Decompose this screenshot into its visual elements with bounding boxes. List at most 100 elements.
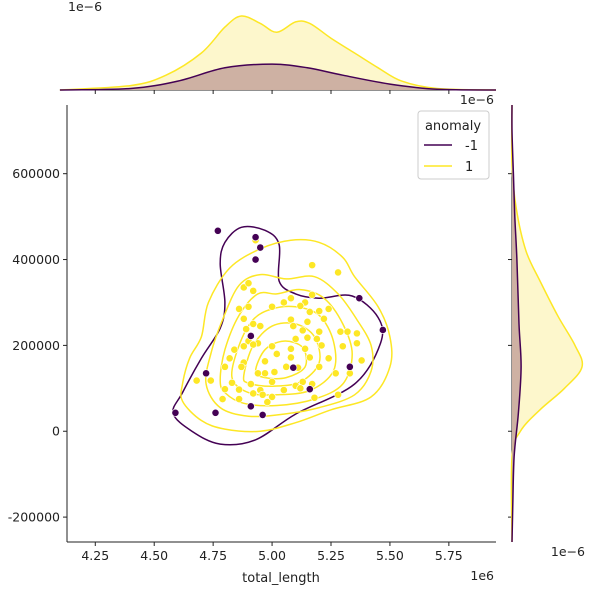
scatter-point-neg (246, 402, 255, 411)
main-axes: 4.25 4.50 4.75 5.00 5.25 5.50 5.75 -200000 0 2000… (8, 105, 496, 563)
kde-contour-neg (172, 225, 384, 446)
scatter-point-pos (303, 333, 312, 342)
top-marginal-fill-pos (59, 15, 497, 90)
scatter-point-pos (268, 302, 276, 311)
scatter-point-pos (244, 279, 253, 288)
kde-contour-pos (242, 322, 321, 387)
scatter-point-pos (310, 393, 319, 402)
scatter-point-pos (315, 307, 324, 315)
scatter-point-pos (279, 386, 288, 394)
scatter-point-pos (256, 322, 265, 330)
legend-entry-neg: -1 (465, 139, 478, 154)
scatter-point-pos (282, 362, 291, 371)
scatter-point-neg (211, 408, 220, 417)
legend: anomaly -1 1 (417, 110, 490, 180)
top-marginal-curve-pos (59, 15, 497, 91)
scatter-point-pos (308, 261, 317, 270)
scatter-point-pos (258, 390, 267, 399)
scatter-point-pos (343, 327, 352, 336)
scatter-point-pos (287, 344, 295, 353)
scatter-point-pos (291, 335, 300, 343)
legend-entry-pos: 1 (465, 160, 473, 175)
main-scatter-panel: 4.25 4.50 4.75 5.00 5.25 5.50 5.75 -200000 0 2000… (8, 105, 496, 563)
scatter-point-pos (324, 354, 333, 363)
scatter-point-pos (206, 376, 215, 385)
scatter-point-neg (202, 369, 210, 378)
scatter-point-pos (303, 317, 312, 326)
scatter-point-pos (239, 314, 248, 323)
scatter-point-pos (353, 339, 361, 348)
scatter-point-neg (258, 411, 267, 419)
scatter-point-pos (263, 398, 272, 406)
scatter-point-pos (268, 377, 276, 386)
scatter-point-pos (249, 389, 258, 398)
scatter-point-pos (336, 327, 345, 336)
scatter-point-pos (289, 322, 298, 330)
scatter-point-pos (272, 350, 281, 358)
scatter-point-pos (298, 377, 307, 386)
scatter-point-pos (249, 286, 258, 295)
x-tick-label: 5.50 (376, 548, 404, 563)
scatter-point-pos (345, 369, 354, 378)
scatter-point-pos (270, 368, 279, 376)
scatter-point-pos (230, 345, 239, 354)
scatter-point-pos (287, 315, 295, 324)
scatter-point-pos (242, 325, 251, 333)
x-axis-label: total_length (242, 571, 320, 586)
scatter-point-pos (338, 342, 347, 351)
scatter-point-pos (315, 327, 324, 336)
x-tick-label: 5.00 (258, 548, 286, 563)
scatter-point-pos (353, 329, 361, 338)
legend-box (417, 110, 490, 180)
scatter-point-pos (225, 354, 234, 363)
scatter-point-pos (287, 353, 295, 362)
scatter-point-pos (268, 393, 276, 401)
scatter-point-pos (249, 340, 258, 349)
scatter-point-pos (305, 353, 314, 362)
kde-contour-pos (204, 273, 374, 418)
scatter-point-pos (301, 344, 309, 353)
right-marginal-density (508, 104, 584, 543)
scatter-point-neg (289, 363, 298, 372)
x-tick-label: 5.75 (435, 548, 463, 563)
scatter-point-neg (345, 362, 354, 371)
scatter-point-pos (305, 308, 314, 316)
scatter-point-pos (334, 268, 342, 277)
scatter-point-pos (317, 341, 326, 350)
scatter-point-pos (312, 335, 321, 343)
x-tick-label: 4.50 (140, 548, 168, 563)
scatter-point-neg (251, 255, 260, 264)
scatter-point-neg (213, 226, 222, 235)
y-tick-label: -200000 (8, 510, 60, 525)
scatter-point-pos (324, 305, 333, 313)
kde-contour-pos (180, 238, 393, 433)
scatter-point-pos (221, 385, 229, 394)
y-tick-label: 600000 (12, 166, 60, 181)
scatter-point-pos (218, 395, 227, 403)
scatter-point-neg (355, 294, 364, 303)
scatter-point-pos (192, 376, 201, 385)
scatter-point-pos (235, 395, 243, 403)
scatter-point-pos (249, 320, 258, 328)
top-marginal-density (59, 15, 497, 94)
scatter-point-neg (246, 332, 255, 340)
scatter-point-neg (171, 408, 180, 417)
scatter-point-pos (254, 369, 262, 378)
x-marginal-offset-label: 1e−6 (68, 0, 102, 14)
scatter-point-pos (246, 380, 255, 388)
scatter-point-pos (221, 362, 229, 371)
scatter-point-pos (296, 384, 305, 393)
scatter-point-neg (378, 326, 387, 334)
scatter-point-neg (256, 243, 265, 252)
y-tick-label: 400000 (12, 252, 60, 267)
scatter-point-pos (296, 301, 305, 310)
scatter-point-pos (261, 357, 269, 366)
scatter-point-pos (228, 378, 236, 387)
y-marginal-offset-label: 1e−6 (460, 92, 494, 107)
scatter-point-neg (251, 233, 260, 242)
scatter-points (171, 226, 387, 419)
x-tick-label: 4.75 (199, 548, 227, 563)
scatter-point-pos (357, 356, 366, 365)
scatter-point-pos (320, 314, 328, 323)
